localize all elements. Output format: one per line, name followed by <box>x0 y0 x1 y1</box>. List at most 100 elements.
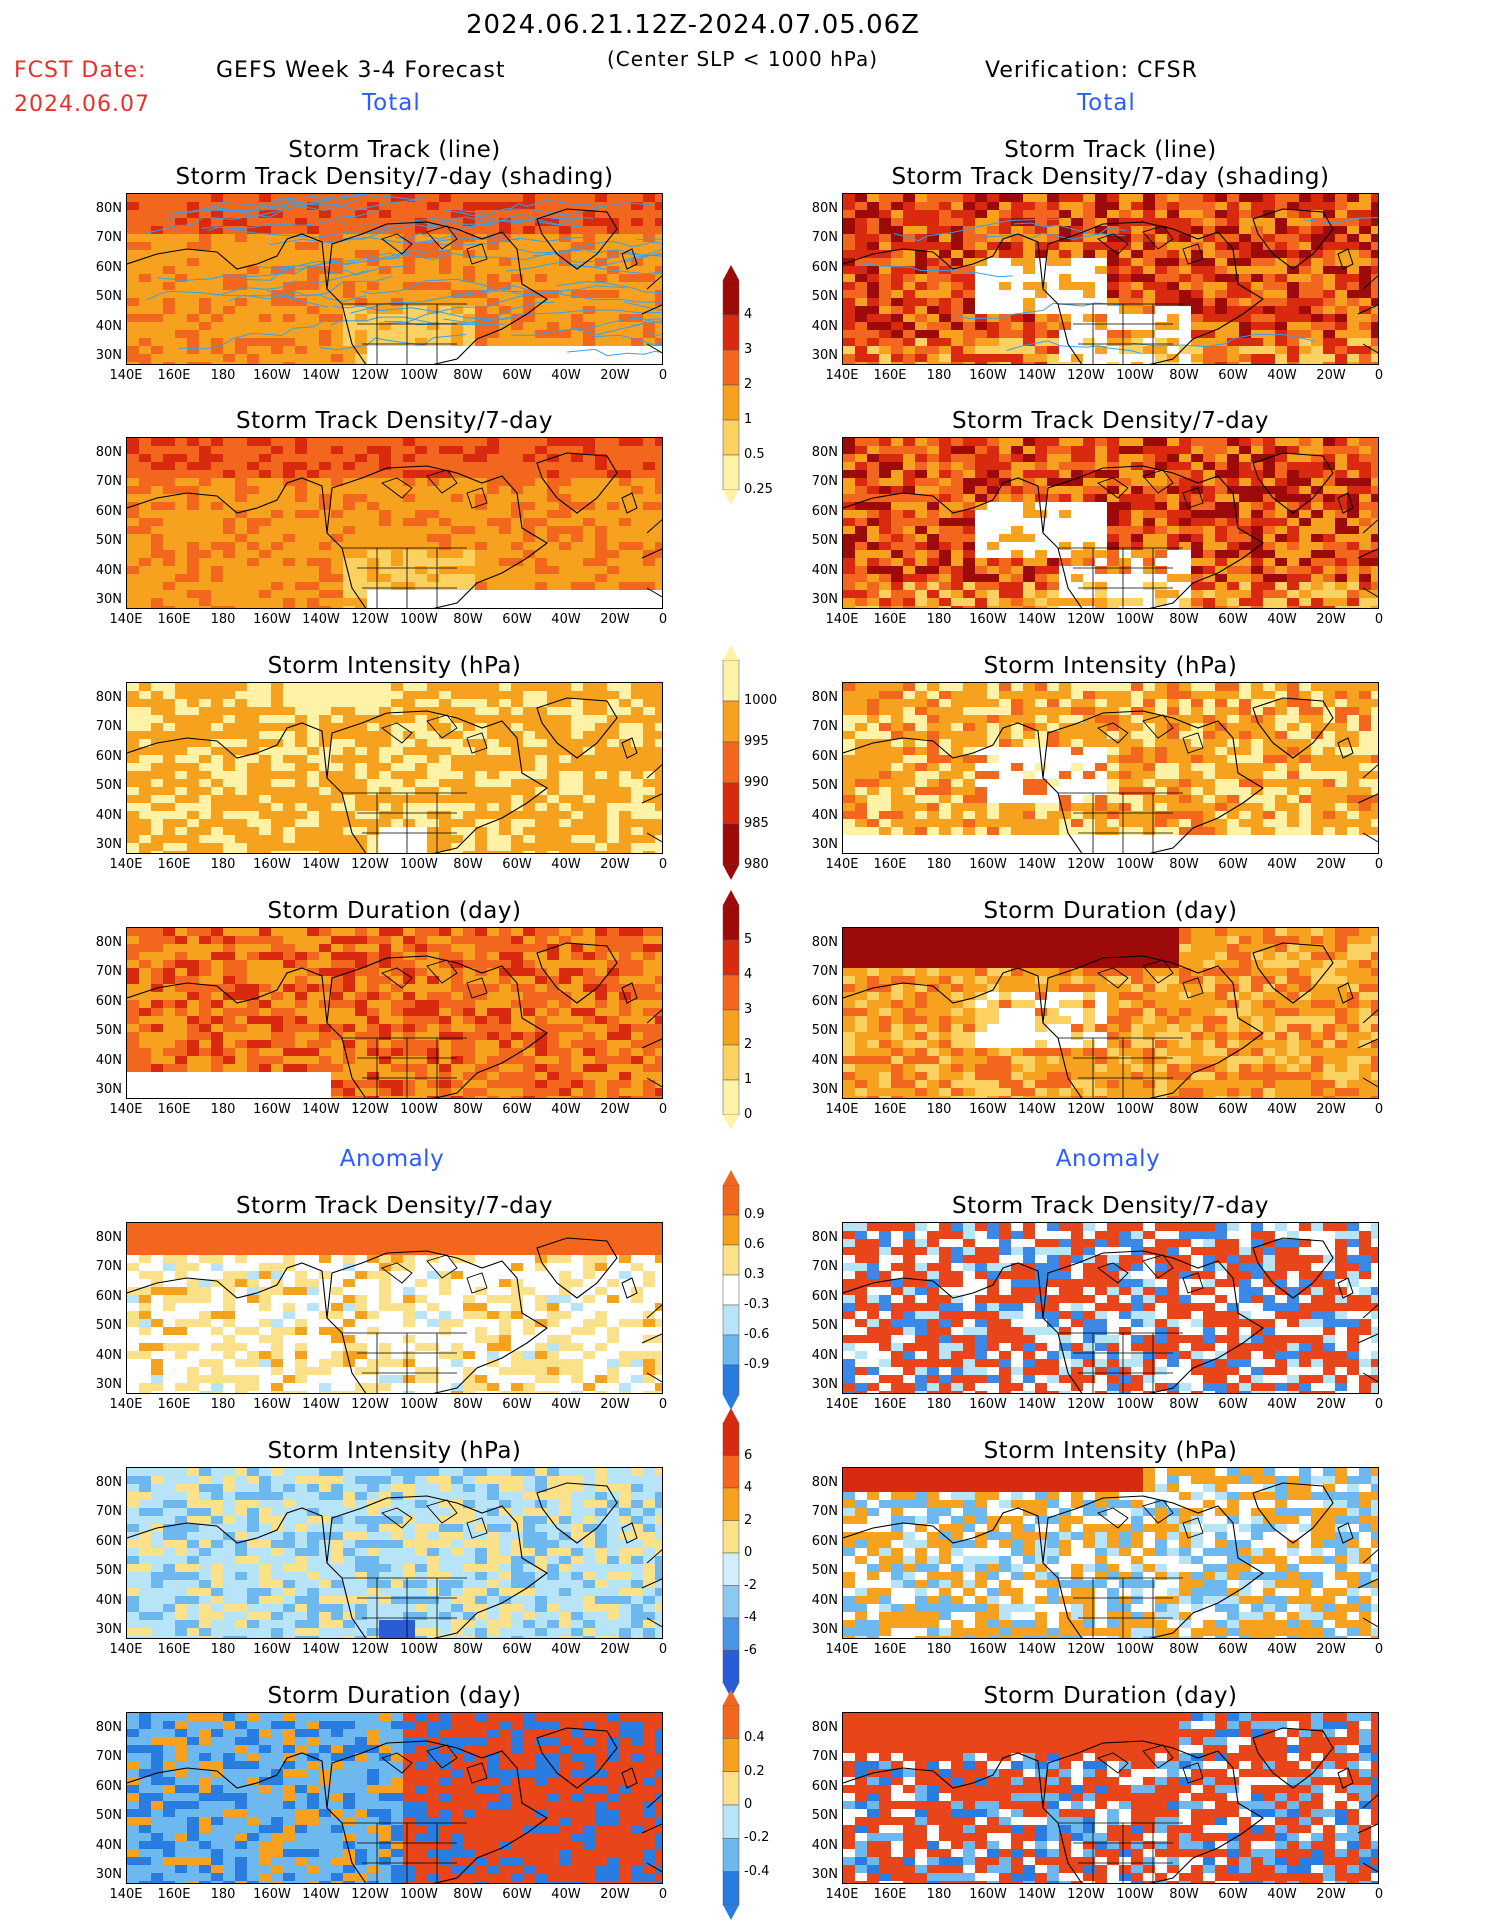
lat-label: 50N <box>95 1318 122 1333</box>
lon-label: 120W <box>351 1397 389 1412</box>
lat-label: 80N <box>811 1720 838 1735</box>
lon-label: 140E <box>825 1102 859 1117</box>
subtitle: (Center SLP < 1000 hPa) <box>607 47 878 71</box>
lon-label: 140E <box>109 1642 143 1657</box>
colorbar-anom_intensity <box>722 1408 740 1698</box>
lat-label: 70N <box>811 1749 838 1764</box>
lon-label: 160W <box>253 857 291 872</box>
lat-label: 80N <box>95 1475 122 1490</box>
lat-label: 30N <box>811 1867 838 1882</box>
lat-label: 70N <box>811 964 838 979</box>
lon-label: 80W <box>453 1887 483 1902</box>
lat-label: 30N <box>95 592 122 607</box>
lon-label: 40W <box>551 1887 581 1902</box>
lon-label: 60W <box>1218 368 1248 383</box>
lon-label: 180 <box>210 1102 236 1117</box>
lat-label: 70N <box>95 1259 122 1274</box>
lon-label: 40W <box>1267 1887 1297 1902</box>
lon-label: 180 <box>926 368 952 383</box>
lon-label: 60W <box>502 368 532 383</box>
colorbar-anom_duration <box>722 1690 740 1920</box>
left-total-label: Total <box>362 90 421 116</box>
lon-label: 120W <box>351 857 389 872</box>
colorbar-label: -0.9 <box>744 1357 770 1372</box>
lon-label: 0 <box>1374 857 1384 872</box>
lon-label: 140E <box>825 857 859 872</box>
lon-label: 40W <box>1267 1642 1297 1657</box>
fcst-label: FCST Date: <box>14 58 147 83</box>
colorbar-density <box>722 265 740 505</box>
lon-label: 80W <box>1169 1642 1199 1657</box>
colorbar-label: 3 <box>744 342 753 357</box>
lon-label: 140W <box>302 1642 340 1657</box>
lon-label: 60W <box>1218 1397 1248 1412</box>
lat-label: 70N <box>811 719 838 734</box>
lon-label: 40W <box>551 857 581 872</box>
lon-label: 160W <box>969 1642 1007 1657</box>
lon-label: 20W <box>1316 1397 1346 1412</box>
lat-label: 50N <box>811 289 838 304</box>
lon-label: 140E <box>825 1397 859 1412</box>
lon-label: 160E <box>873 612 907 627</box>
lat-label: 60N <box>811 260 838 275</box>
lon-label: 140E <box>825 1642 859 1657</box>
lon-label: 0 <box>1374 1397 1384 1412</box>
colorbar-label: 0.2 <box>744 1763 765 1779</box>
right-column-title: Verification: CFSR <box>985 58 1198 83</box>
lon-label: 20W <box>1316 612 1346 627</box>
lon-label: 60W <box>1218 1642 1248 1657</box>
lon-label: 160W <box>253 1642 291 1657</box>
lon-label: 160W <box>253 1102 291 1117</box>
lon-label: 60W <box>1218 1102 1248 1117</box>
lat-label: 50N <box>811 1563 838 1578</box>
colorbar-label: 6 <box>744 1447 753 1463</box>
lat-label: 80N <box>95 201 122 216</box>
map-panel <box>126 1222 663 1394</box>
lon-label: 80W <box>453 612 483 627</box>
lat-label: 60N <box>811 1289 838 1304</box>
lat-label: 60N <box>811 1779 838 1794</box>
right-total-label: Total <box>1077 90 1136 116</box>
lon-label: 60W <box>502 612 532 627</box>
colorbar-label: 0.4 <box>744 1730 765 1746</box>
lon-label: 40W <box>551 612 581 627</box>
left-column-title: GEFS Week 3-4 Forecast <box>216 58 506 83</box>
colorbar-label: 4 <box>744 967 753 982</box>
lon-label: 100W <box>400 612 438 627</box>
lon-label: 40W <box>551 368 581 383</box>
lon-label: 160E <box>873 857 907 872</box>
colorbar-label: 1 <box>744 1072 753 1087</box>
lon-label: 180 <box>926 612 952 627</box>
lat-label: 70N <box>811 230 838 245</box>
lon-label: 60W <box>502 1887 532 1902</box>
lon-label: 160W <box>969 1397 1007 1412</box>
lon-label: 140E <box>109 857 143 872</box>
lon-label: 140E <box>109 1397 143 1412</box>
lon-label: 20W <box>600 1887 630 1902</box>
lat-label: 30N <box>811 592 838 607</box>
colorbar-label: 980 <box>744 857 769 872</box>
lon-label: 160E <box>157 368 191 383</box>
left-anomaly-label: Anomaly <box>339 1146 445 1172</box>
lat-label: 40N <box>95 1593 122 1608</box>
lon-label: 100W <box>400 857 438 872</box>
lat-label: 60N <box>95 749 122 764</box>
lon-label: 160E <box>873 1642 907 1657</box>
lon-label: 60W <box>502 1102 532 1117</box>
lat-label: 70N <box>95 719 122 734</box>
lat-label: 70N <box>95 474 122 489</box>
lat-label: 30N <box>811 837 838 852</box>
lon-label: 160W <box>969 1102 1007 1117</box>
colorbar-label: 0.5 <box>744 447 765 462</box>
lat-label: 70N <box>811 474 838 489</box>
lon-label: 20W <box>1316 368 1346 383</box>
lon-label: 40W <box>1267 368 1297 383</box>
lat-label: 30N <box>95 1622 122 1637</box>
lat-label: 30N <box>811 1082 838 1097</box>
lon-label: 0 <box>658 612 668 627</box>
map-panel <box>126 682 663 854</box>
map-panel <box>842 1467 1379 1639</box>
map-panel <box>126 1467 663 1639</box>
lon-label: 60W <box>502 1397 532 1412</box>
lon-label: 40W <box>551 1397 581 1412</box>
